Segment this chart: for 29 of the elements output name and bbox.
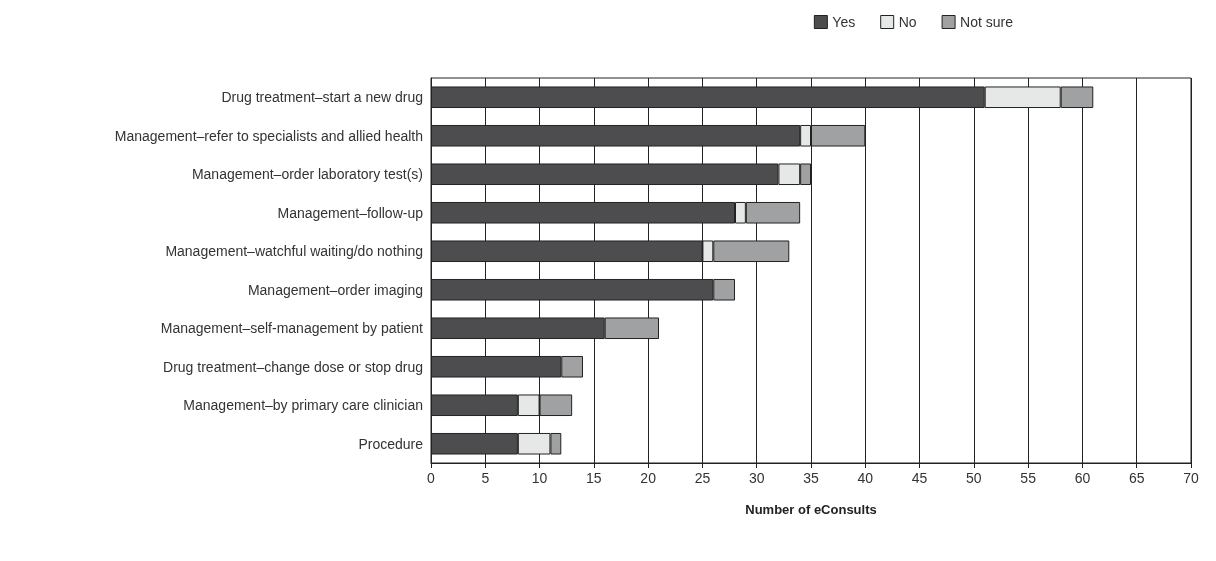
y-tick-label: Management–watchful waiting/do nothing: [165, 243, 423, 260]
x-tick-label: 30: [748, 470, 765, 486]
x-tick-label: 35: [803, 470, 819, 486]
y-tick-label: Management–by primary care clinician: [183, 397, 423, 414]
x-tick-label: 40: [857, 470, 874, 486]
x-tick-label: 15: [586, 470, 602, 486]
x-tick-label: 65: [1128, 470, 1145, 486]
x-tick-label: 55: [1020, 470, 1037, 486]
x-tick-label: 25: [694, 470, 711, 486]
x-tick-label: 60: [1074, 470, 1091, 486]
legend-label: Not sure: [960, 14, 1014, 30]
y-tick-label: Management–self-management by patient: [160, 320, 424, 337]
x-axis-title: Number of eConsults: [745, 502, 877, 517]
legend-label: No: [898, 14, 917, 30]
x-tick-label: 45: [911, 470, 928, 486]
y-tick-label: Drug treatment–change dose or stop drug: [163, 358, 423, 375]
x-tick-label: 5: [481, 470, 490, 486]
y-tick-label: Management–order laboratory test(s): [191, 166, 423, 183]
y-tick-label: Procedure: [358, 435, 424, 452]
x-tick-label: 0: [427, 470, 436, 486]
x-tick-label: 20: [640, 470, 657, 486]
y-tick-label: Drug treatment–start a new drug: [221, 89, 423, 106]
y-tick-label: Management–order imaging: [247, 281, 423, 298]
legend-label: Yes: [832, 14, 856, 30]
x-tick-label: 10: [531, 470, 548, 486]
y-tick-label: Management–follow-up: [277, 204, 424, 221]
x-tick-label: 70: [1183, 470, 1199, 486]
y-tick-label: Management–refer to specialists and allied health: [114, 127, 423, 144]
x-tick-label: 50: [966, 470, 982, 486]
